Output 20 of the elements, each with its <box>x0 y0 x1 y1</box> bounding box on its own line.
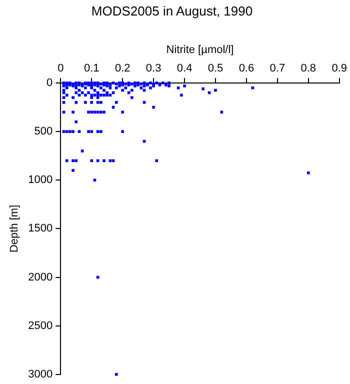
x-tick-label: 0.9 <box>332 62 348 74</box>
x-tick-label: 0.5 <box>208 62 224 74</box>
x-axis-title: Nitrite [µmol/l] <box>166 44 234 56</box>
y-tick-label: 3000 <box>28 368 53 380</box>
y-tick-label: 2500 <box>28 320 53 332</box>
x-tick-label: 0.1 <box>84 62 100 74</box>
chart-title: MODS2005 in August, 1990 <box>91 3 253 18</box>
x-tick-label: 0.8 <box>300 62 316 74</box>
y-axis-title: Depth [m] <box>8 204 21 253</box>
y-tick-label: 1000 <box>28 174 53 186</box>
x-tick-label: 0.2 <box>114 62 130 74</box>
y-tick-label: 1500 <box>28 222 53 235</box>
y-tick-label: 500 <box>34 126 53 138</box>
x-tick-label: 0.4 <box>176 62 192 74</box>
x-tick-label: 0 <box>58 62 64 74</box>
y-tick-label: 0 <box>46 77 53 90</box>
x-tick-label: 0.3 <box>146 62 162 74</box>
y-tick-label: 2000 <box>28 271 53 284</box>
x-tick-label: 0.6 <box>238 62 254 74</box>
x-tick-label: 0.7 <box>270 62 286 74</box>
